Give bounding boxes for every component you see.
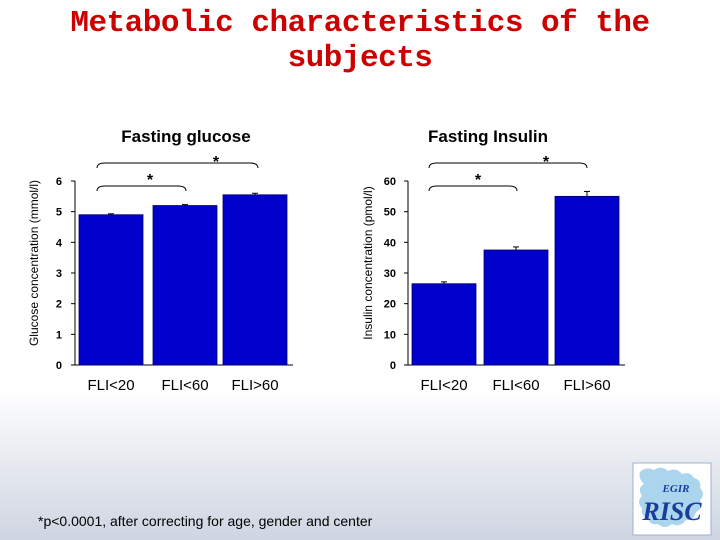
- category-label: FLI<20: [87, 377, 134, 394]
- y-tick-label: 20: [384, 299, 396, 311]
- bar: [483, 249, 549, 366]
- y-tick-label: 2: [56, 299, 62, 311]
- bar: [554, 195, 620, 366]
- category-label: FLI<60: [161, 377, 208, 394]
- slide-title: Metabolic characteristics of the subject…: [70, 6, 650, 76]
- logo-main-text: RISC: [641, 497, 702, 526]
- category-label: FLI>60: [563, 377, 610, 394]
- bar: [152, 205, 218, 366]
- egir-risc-logo: EGIR RISC: [632, 462, 712, 536]
- y-tick-label: 6: [56, 176, 62, 188]
- y-tick-label: 40: [384, 237, 396, 249]
- bar: [411, 283, 477, 366]
- y-tick-label: 10: [384, 329, 396, 341]
- footnote: *p<0.0001, after correcting for age, gen…: [38, 513, 373, 529]
- chart-fasting-insulin: Fasting Insulin Insulin concentration (pm…: [361, 127, 625, 394]
- category-label: FLI<20: [420, 377, 467, 394]
- y-axis-label: Insulin concentration (pmol/l): [361, 186, 375, 339]
- chart-title: Fasting glucose: [121, 127, 250, 146]
- category-label: FLI<60: [492, 377, 539, 394]
- category-label: FLI>60: [231, 377, 278, 394]
- y-tick-label: 4: [56, 237, 63, 249]
- significance-bracket: [96, 162, 259, 169]
- y-tick-label: 1: [56, 329, 62, 341]
- y-tick-label: 0: [390, 360, 396, 372]
- significance-star: *: [213, 154, 220, 171]
- y-tick-label: 30: [384, 268, 396, 280]
- bar: [78, 214, 144, 366]
- significance-bracket: [428, 185, 518, 192]
- chart-title: Fasting Insulin: [428, 127, 548, 146]
- significance-star: *: [475, 172, 482, 189]
- y-axis-label: Glucose concentration (mmol/l): [27, 180, 41, 346]
- significance-bracket: [96, 185, 187, 192]
- y-tick-label: 50: [384, 207, 396, 219]
- y-tick-label: 0: [56, 360, 62, 372]
- y-tick-label: 60: [384, 176, 396, 188]
- chart-fasting-glucose: Fasting glucose Glucose concentration (mm…: [27, 127, 293, 394]
- significance-star: *: [147, 172, 154, 189]
- significance-star: *: [543, 154, 550, 171]
- significance-bracket: [428, 162, 588, 169]
- y-tick-label: 5: [56, 207, 62, 219]
- y-tick-label: 3: [56, 268, 62, 280]
- logo-top-text: EGIR: [662, 483, 690, 495]
- bar: [222, 194, 288, 366]
